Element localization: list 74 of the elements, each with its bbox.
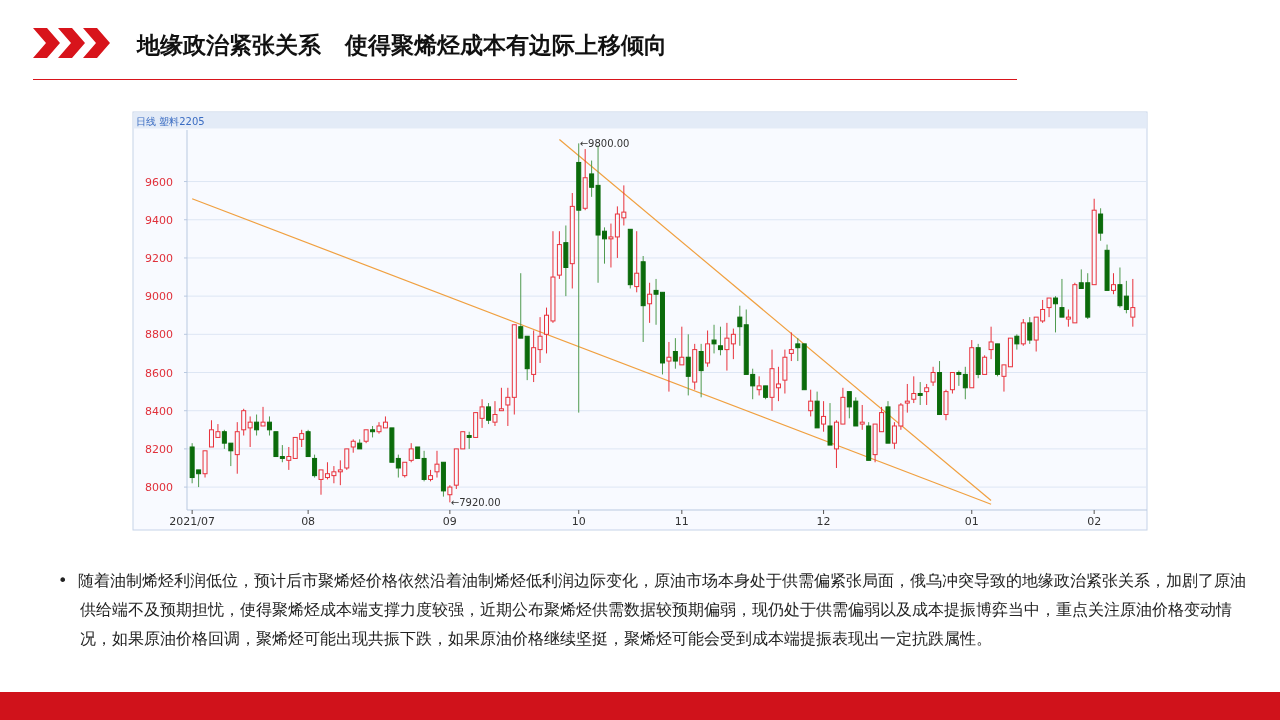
candlestick — [930, 366, 936, 387]
candlestick — [434, 450, 440, 479]
candlestick — [917, 381, 923, 406]
candlestick — [827, 402, 833, 446]
candlestick — [788, 331, 794, 362]
y-tick-label: 9000 — [145, 290, 173, 304]
x-tick-label: 2021/07 — [169, 515, 216, 528]
candlestick — [859, 404, 865, 431]
candlestick — [344, 448, 350, 471]
candlestick — [408, 442, 414, 463]
x-tick-label: 12 — [816, 515, 831, 528]
candlestick — [254, 414, 260, 437]
candlestick — [795, 337, 801, 362]
y-tick-label: 9200 — [145, 251, 173, 265]
candlestick — [679, 326, 685, 366]
y-tick-label: 9600 — [145, 175, 173, 189]
x-tick-label: 08 — [301, 515, 316, 528]
y-tick-label: 8400 — [145, 404, 173, 418]
y-tick-label: 8000 — [145, 481, 173, 495]
y-tick-label: 8600 — [145, 366, 173, 380]
candlestick — [1046, 297, 1052, 318]
y-tick-label: 8200 — [145, 442, 173, 456]
candlestick — [808, 389, 814, 417]
candlestick — [666, 341, 672, 393]
candlestick — [717, 326, 723, 356]
candlestick — [943, 389, 949, 421]
candlestick — [1111, 272, 1116, 295]
candlestick — [498, 387, 504, 412]
candlestick — [988, 326, 994, 360]
annotation: ←9800.00 — [579, 138, 630, 150]
candlestick — [286, 446, 292, 471]
candlestick — [260, 406, 266, 427]
chart-title: 地缘政治紧张关系 使得聚烯烃成本有边际上移倾向 — [136, 32, 668, 58]
candlestick — [685, 333, 691, 396]
candlestick — [1130, 278, 1136, 328]
x-tick-label: 01 — [964, 515, 979, 528]
x-tick-label: 09 — [442, 515, 457, 528]
candlestick — [756, 375, 762, 396]
candlestick — [266, 415, 272, 437]
candlestick — [1059, 278, 1065, 318]
candlestick — [672, 337, 678, 370]
candlestick — [234, 421, 240, 475]
candlestick — [518, 272, 524, 339]
chart-subtitle: 日线 塑料2205 — [136, 116, 205, 127]
candlestick — [711, 324, 717, 354]
candlestick — [904, 383, 910, 414]
candlestick — [1053, 295, 1058, 333]
candlestick — [492, 400, 498, 427]
text: • 随着油制烯烃利润低位，预计后市聚烯烃价格依然沿着油制烯烃低利润边际变化，原油市场本身处于供需偏紧张局面，俄乌冲突导致的地缘政治紧张关系，加剧了原油供给端不及预期担忧，使得聚烯烃成本端支撑力度较强，近期公布聚烯烃供需数据较预期偏弱，现仍处于供需偏弱以及成本提振博弈当中，重点关注原油价格变动情况，如果原油价格回调，聚烯烃可能出现共振下跌，如果原油价格继续坚挺，聚烯烃可能会受到成本端提振表现出一定抗跌属性。 — [58, 570, 1247, 650]
candlestick — [705, 330, 711, 368]
x-tick-label: 10 — [571, 515, 586, 528]
candlestick — [949, 372, 955, 395]
candlestick — [1027, 316, 1033, 345]
candlestick — [447, 484, 453, 503]
candlestick — [911, 375, 917, 404]
candlestick — [924, 383, 930, 406]
candlestick — [634, 230, 640, 293]
candlestick — [982, 354, 988, 375]
candlestick — [698, 343, 704, 398]
annotation: ←7920.00 — [450, 497, 501, 509]
y-tick-label: 8800 — [145, 328, 173, 342]
candlestick — [202, 450, 208, 479]
x-tick-label: 11 — [674, 515, 689, 528]
candlestick — [1098, 207, 1104, 242]
candlestick — [737, 305, 743, 347]
x-tick-label: 02 — [1087, 515, 1102, 528]
candlestick — [1020, 318, 1026, 347]
candlestick — [312, 454, 318, 479]
candlestick — [1014, 333, 1020, 351]
candlestick — [782, 349, 788, 395]
y-tick-label: 9400 — [145, 213, 173, 227]
candlestick — [486, 402, 492, 425]
candlestick — [647, 282, 653, 324]
candlestick — [821, 400, 827, 433]
